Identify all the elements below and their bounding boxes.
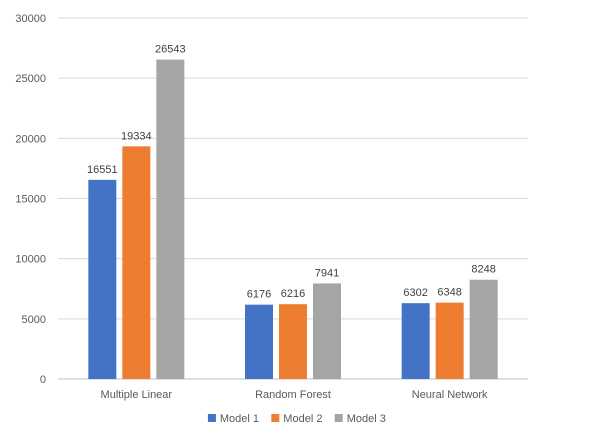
data-label: 8248 — [471, 264, 495, 276]
legend-label: Model 2 — [283, 413, 322, 425]
data-label: 7941 — [315, 267, 339, 279]
y-axis-ticks: 0 5000 10000 15000 20000 25000 30000 — [15, 13, 46, 386]
data-label: 26543 — [155, 44, 186, 56]
bar-model-3-multiple-linear — [156, 59, 185, 379]
legend-item-model-1: Model 1 — [207, 413, 259, 425]
legend-label: Model 1 — [220, 413, 259, 425]
y-tick-label: 15000 — [15, 194, 46, 206]
bar-model-2-multiple-linear — [122, 146, 151, 379]
legend: Model 1 Model 2 Model 3 — [207, 413, 386, 425]
legend-item-model-3: Model 3 — [334, 413, 386, 425]
data-label: 6176 — [247, 289, 271, 301]
y-tick-label: 5000 — [22, 314, 46, 326]
data-label: 16551 — [87, 164, 118, 176]
category-label: Multiple Linear — [101, 389, 173, 401]
category-label: Neural Network — [412, 389, 488, 401]
y-tick-label: 0 — [40, 374, 46, 386]
y-tick-label: 20000 — [15, 133, 46, 145]
bar-model-3-neural-network — [469, 279, 498, 379]
legend-item-model-2: Model 2 — [271, 413, 322, 425]
bar-model-1-neural-network — [401, 303, 430, 379]
bar-model-2-random-forest — [279, 304, 307, 379]
y-tick-label: 30000 — [15, 13, 46, 25]
legend-swatch — [271, 414, 280, 422]
bar-model-1-random-forest — [245, 304, 273, 379]
bar-model-1-multiple-linear — [88, 179, 117, 379]
data-label: 6348 — [437, 287, 461, 299]
bars — [88, 59, 498, 379]
data-labels: 16551 19334 26543 6176 6216 7941 6302 6348 8248 — [87, 44, 496, 301]
x-axis-categories: Multiple Linear Random Forest Neural Netwo… — [101, 389, 489, 401]
data-label: 6216 — [281, 288, 305, 300]
category-label: Random Forest — [255, 389, 331, 401]
y-tick-label: 10000 — [15, 254, 46, 266]
legend-swatch — [207, 414, 216, 422]
legend-label: Model 3 — [347, 413, 386, 425]
data-label: 6302 — [403, 287, 427, 299]
bar-model-3-random-forest — [313, 283, 341, 379]
y-tick-label: 25000 — [15, 73, 46, 85]
bar-model-2-neural-network — [435, 302, 464, 379]
legend-swatch — [334, 414, 343, 422]
data-label: 19334 — [121, 130, 152, 142]
